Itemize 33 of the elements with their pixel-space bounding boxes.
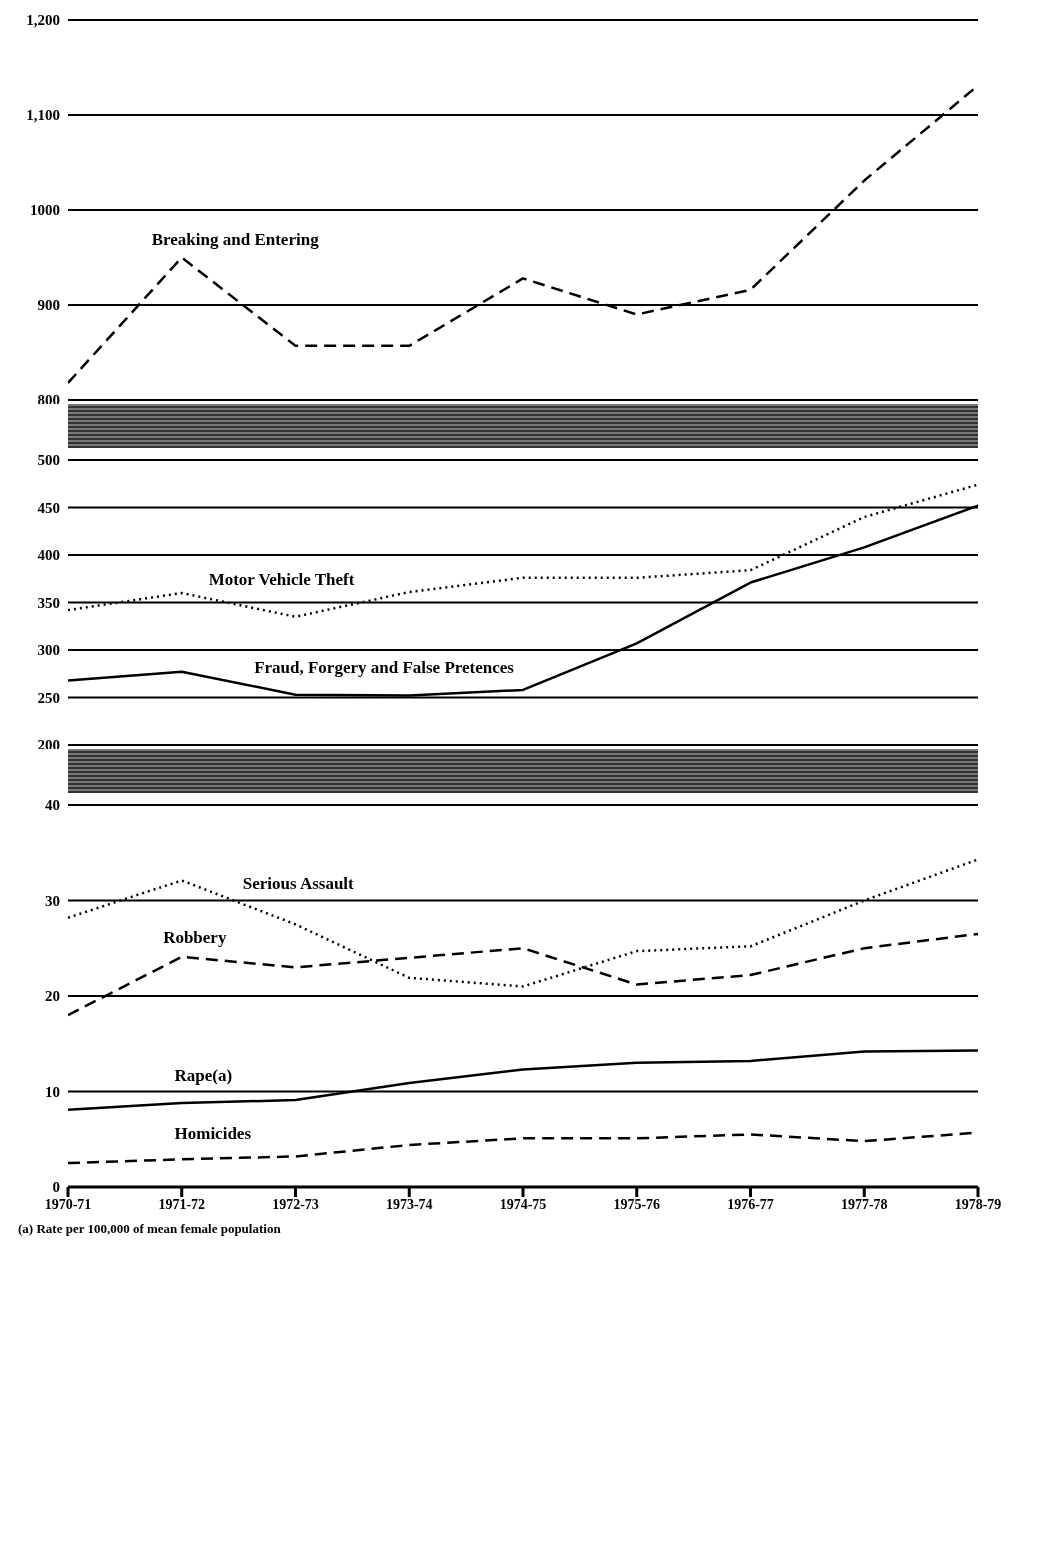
y-tick-label: 300 [37, 642, 60, 659]
series-label: Serious Assault [242, 873, 354, 894]
x-tick-label: 1978-79 [954, 1196, 1002, 1212]
series-label: Motor Vehicle Theft [208, 569, 355, 590]
y-tick-label: 250 [37, 689, 60, 706]
y-tick-label: 500 [37, 452, 60, 469]
y-tick-label: 10 [45, 1083, 60, 1100]
y-tick-label: 350 [37, 594, 60, 611]
y-tick-label: 40 [45, 797, 60, 814]
series-label: Rape(a) [174, 1066, 233, 1087]
y-tick-label: 20 [45, 988, 60, 1005]
x-tick-label: 1970-71 [44, 1196, 92, 1212]
series-label: Fraud, Forgery and False Pretences [254, 657, 514, 678]
line-series [68, 1049, 978, 1111]
y-tick-label: 450 [37, 499, 60, 516]
y-tick-label: 1000 [30, 202, 60, 219]
x-tick-label: 1972-73 [272, 1196, 319, 1212]
x-tick-label: 1975-76 [613, 1196, 661, 1212]
series-label: Homicides [174, 1123, 251, 1144]
y-tick-label: 30 [45, 892, 60, 909]
y-tick-label: 900 [37, 297, 60, 314]
x-tick-label: 1973-74 [385, 1196, 433, 1212]
text: (a) Rate per 100,000 of mean female population [18, 1221, 282, 1237]
x-tick-label: 1974-75 [499, 1196, 547, 1212]
series-label: Robbery [163, 928, 227, 949]
series-label: Breaking and Entering [151, 229, 319, 250]
y-tick-label: 0 [52, 1179, 60, 1196]
x-tick-label: 1971-72 [158, 1196, 206, 1212]
x-tick-label: 1977-78 [840, 1196, 888, 1212]
x-tick-label: 1976-77 [727, 1196, 774, 1212]
y-tick-label: 400 [37, 547, 60, 564]
y-tick-label: 1,200 [26, 12, 60, 29]
y-tick-label: 1,100 [26, 107, 60, 124]
